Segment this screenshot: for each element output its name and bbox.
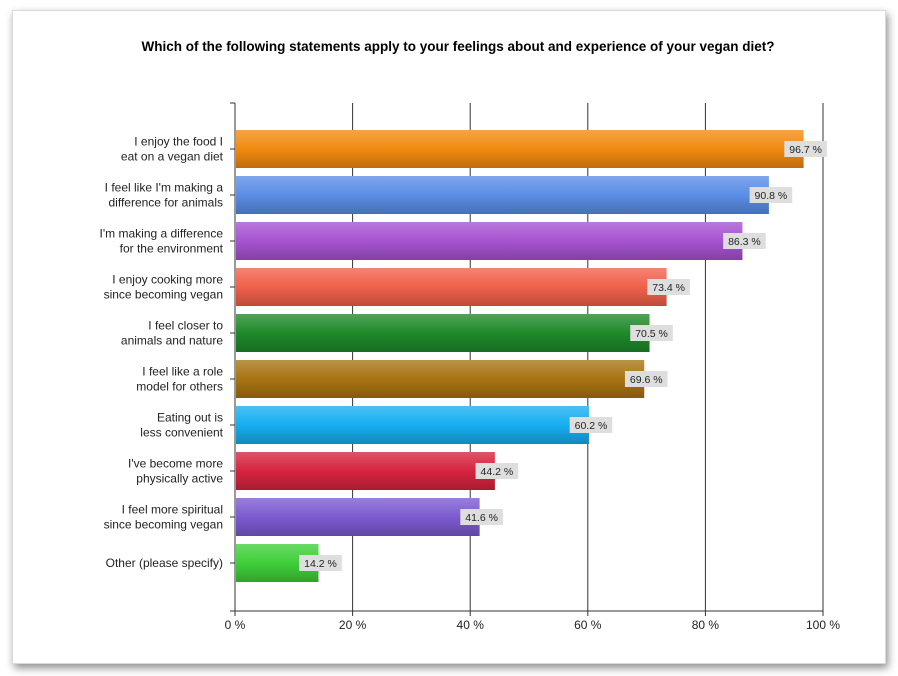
bar — [236, 268, 667, 306]
category-label-line: I feel like I'm making a — [105, 181, 224, 195]
category-label: Eating out is less convenient — [140, 411, 223, 440]
x-tick-label: 80 % — [692, 618, 720, 632]
x-tick-label: 60 % — [574, 618, 602, 632]
bar — [236, 498, 480, 536]
category-label-line: I enjoy cooking more — [112, 273, 223, 287]
category-label-line: difference for animals — [108, 196, 223, 210]
data-label-box — [630, 325, 673, 341]
bar — [236, 406, 589, 444]
bar — [236, 452, 495, 490]
data-label: 14.2 % — [304, 558, 337, 570]
category-label-line: Other (please specify) — [106, 556, 223, 570]
category-label-line: since becoming vegan — [104, 518, 223, 532]
category-label: I feel more spiritual since becoming vega… — [104, 503, 223, 532]
category-label: I enjoy cooking more since becoming vegan — [104, 273, 224, 302]
data-label-box — [460, 509, 503, 525]
category-label: I feel like I'm making a difference for a… — [105, 181, 224, 210]
data-label-box — [475, 463, 519, 479]
data-label-box — [569, 417, 613, 433]
bar — [236, 314, 650, 352]
category-label-line: I enjoy the food I — [134, 135, 223, 149]
data-label-box — [723, 233, 766, 249]
category-label-line: I feel closer to — [148, 319, 223, 333]
category-label-line: Eating out is — [157, 411, 223, 425]
data-label-box — [784, 141, 827, 157]
category-label-line: I feel more spiritual — [122, 503, 223, 517]
x-tick-label: 0 % — [225, 618, 246, 632]
data-label: 41.6 % — [465, 512, 498, 524]
chart-frame: Which of the following statements apply … — [12, 10, 886, 664]
x-tick-label: 40 % — [457, 618, 485, 632]
data-label: 86.3 % — [728, 236, 761, 248]
category-label-line: I've become more — [128, 457, 223, 471]
data-label-box — [749, 187, 793, 203]
data-label: 60.2 % — [575, 420, 608, 432]
category-label-line: eat on a vegan diet — [121, 150, 224, 164]
x-tick-label: 100 % — [806, 618, 840, 632]
category-label: I've become more physically active — [128, 457, 223, 486]
category-label-line: since becoming vegan — [104, 288, 223, 302]
bar — [236, 130, 804, 168]
chart-title: Which of the following statements apply … — [141, 39, 775, 54]
category-label-line: physically active — [136, 472, 223, 486]
category-label-line: less convenient — [140, 426, 223, 440]
category-label: Other (please specify) — [106, 556, 223, 570]
category-label: I'm making a difference for the environme… — [100, 227, 224, 256]
category-label-line: for the environment — [120, 242, 224, 256]
bar — [236, 222, 743, 260]
data-label: 44.2 % — [481, 466, 514, 478]
x-tick-label: 20 % — [339, 618, 367, 632]
bar — [236, 360, 645, 398]
category-label-line: I'm making a difference — [100, 227, 224, 241]
category-label: I feel closer to animals and nature — [121, 319, 223, 348]
category-label-line: animals and nature — [121, 334, 223, 348]
category-label-line: I feel like a role — [142, 365, 223, 379]
data-label: 70.5 % — [635, 328, 668, 340]
category-label: I feel like a role model for others — [136, 365, 223, 394]
data-label: 96.7 % — [789, 144, 822, 156]
data-label: 69.6 % — [630, 374, 663, 386]
data-label: 90.8 % — [755, 190, 788, 202]
category-label-line: model for others — [136, 380, 223, 394]
data-label: 73.4 % — [652, 282, 685, 294]
data-label-box — [299, 555, 342, 571]
data-label-box — [624, 371, 668, 387]
bar — [236, 176, 769, 214]
data-label-box — [647, 279, 690, 295]
